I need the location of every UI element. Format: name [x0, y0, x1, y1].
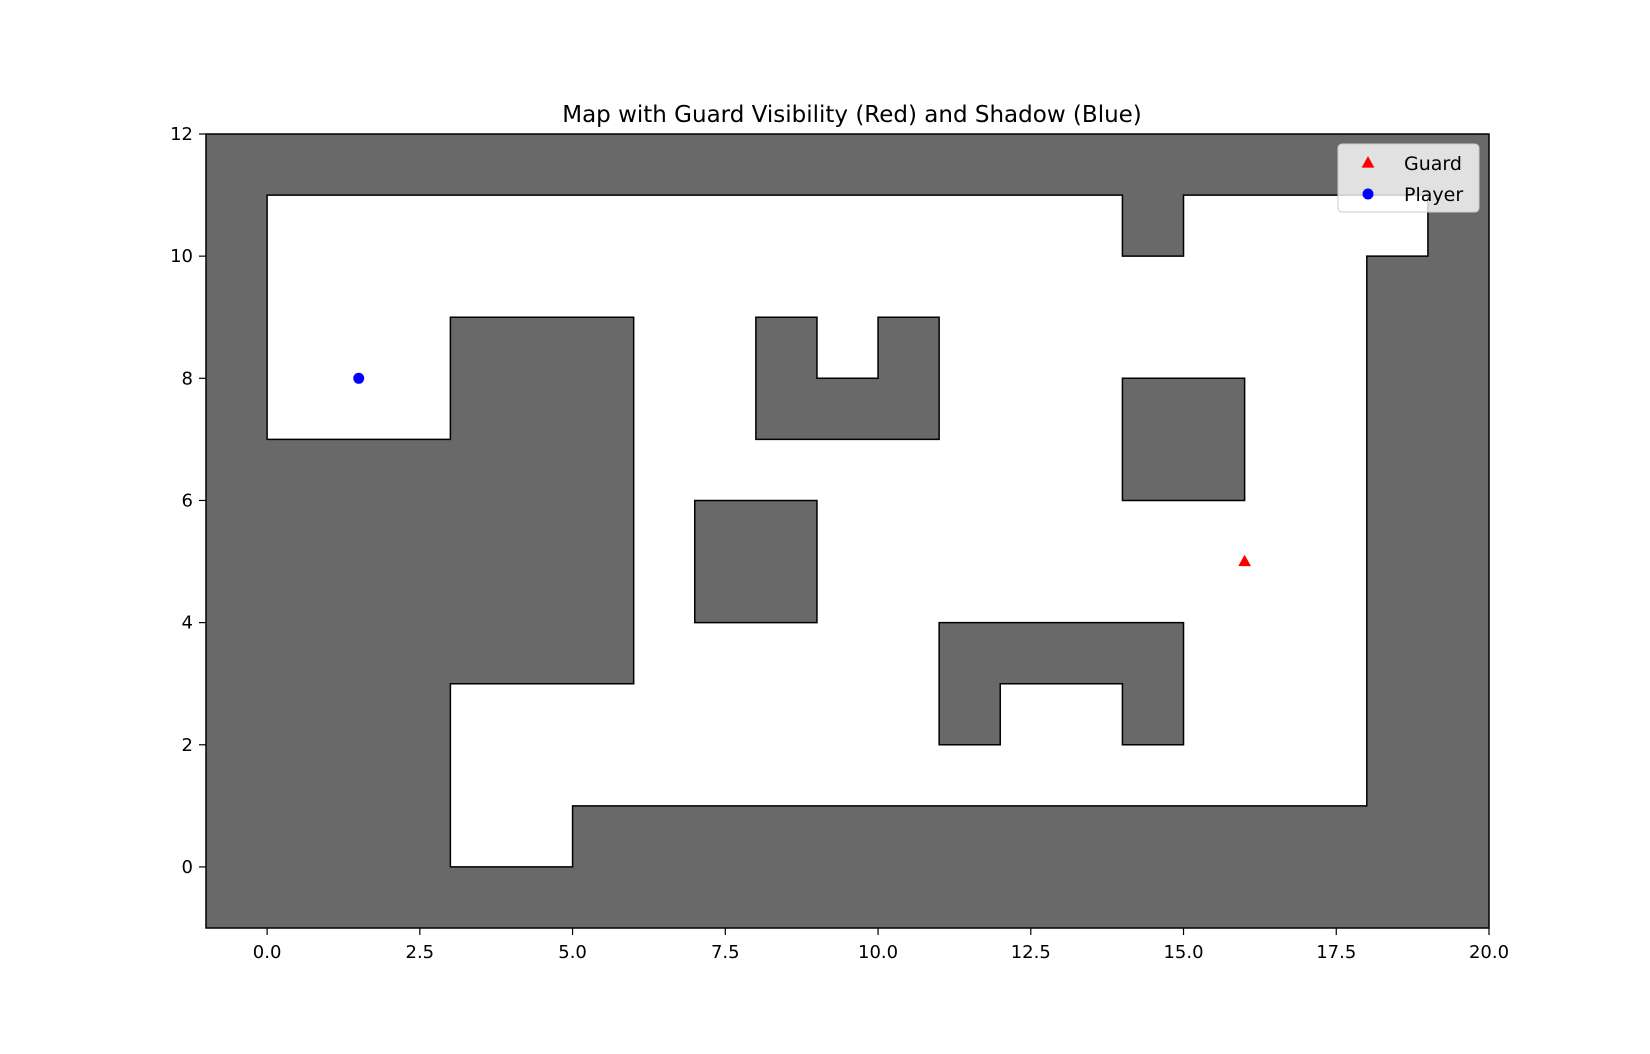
legend-player-label: Player: [1404, 184, 1463, 206]
x-tick-label: 2.5: [406, 942, 435, 963]
y-tick-label: 10: [170, 246, 193, 267]
y-tick-label: 12: [170, 124, 193, 145]
x-tick-label: 0.0: [253, 942, 282, 963]
x-tick-label: 10.0: [858, 942, 898, 963]
obstacle-2: [755, 316, 940, 441]
obstacle-4: [938, 621, 1185, 746]
x-tick-label: 20.0: [1469, 942, 1509, 963]
axes: 0.0 2.5 5.0 7.5 10.0 12.5 15.0 17.5 20.0 0 2 4 6 8 10 1…: [170, 124, 1509, 963]
obstacle-3: [1121, 377, 1246, 502]
legend-guard-marker: [1361, 156, 1375, 168]
x-tick-label: 5.0: [558, 942, 587, 963]
x-tick-label: 12.5: [1011, 942, 1051, 963]
x-tick-label: 7.5: [711, 942, 740, 963]
axes-frame: [205, 133, 1490, 929]
player-marker: [353, 372, 365, 384]
x-tick-label: 17.5: [1316, 942, 1356, 963]
legend: Guard Player: [1337, 143, 1480, 213]
legend-guard-label: Guard: [1404, 153, 1462, 175]
x-tick-label: 15.0: [1163, 942, 1203, 963]
y-tick-label: 4: [182, 613, 193, 634]
guard-marker: [1238, 554, 1251, 567]
y-tick-label: 8: [182, 368, 193, 389]
chart-title: Map with Guard Visibility (Red) and Shad…: [562, 102, 1142, 128]
y-tick-label: 2: [182, 735, 193, 756]
y-tick-label: 0: [182, 857, 193, 878]
obstacle-1: [694, 499, 818, 624]
legend-player-marker: [1362, 188, 1374, 200]
y-tick-label: 6: [182, 490, 193, 511]
plot-area: [206, 134, 1489, 928]
